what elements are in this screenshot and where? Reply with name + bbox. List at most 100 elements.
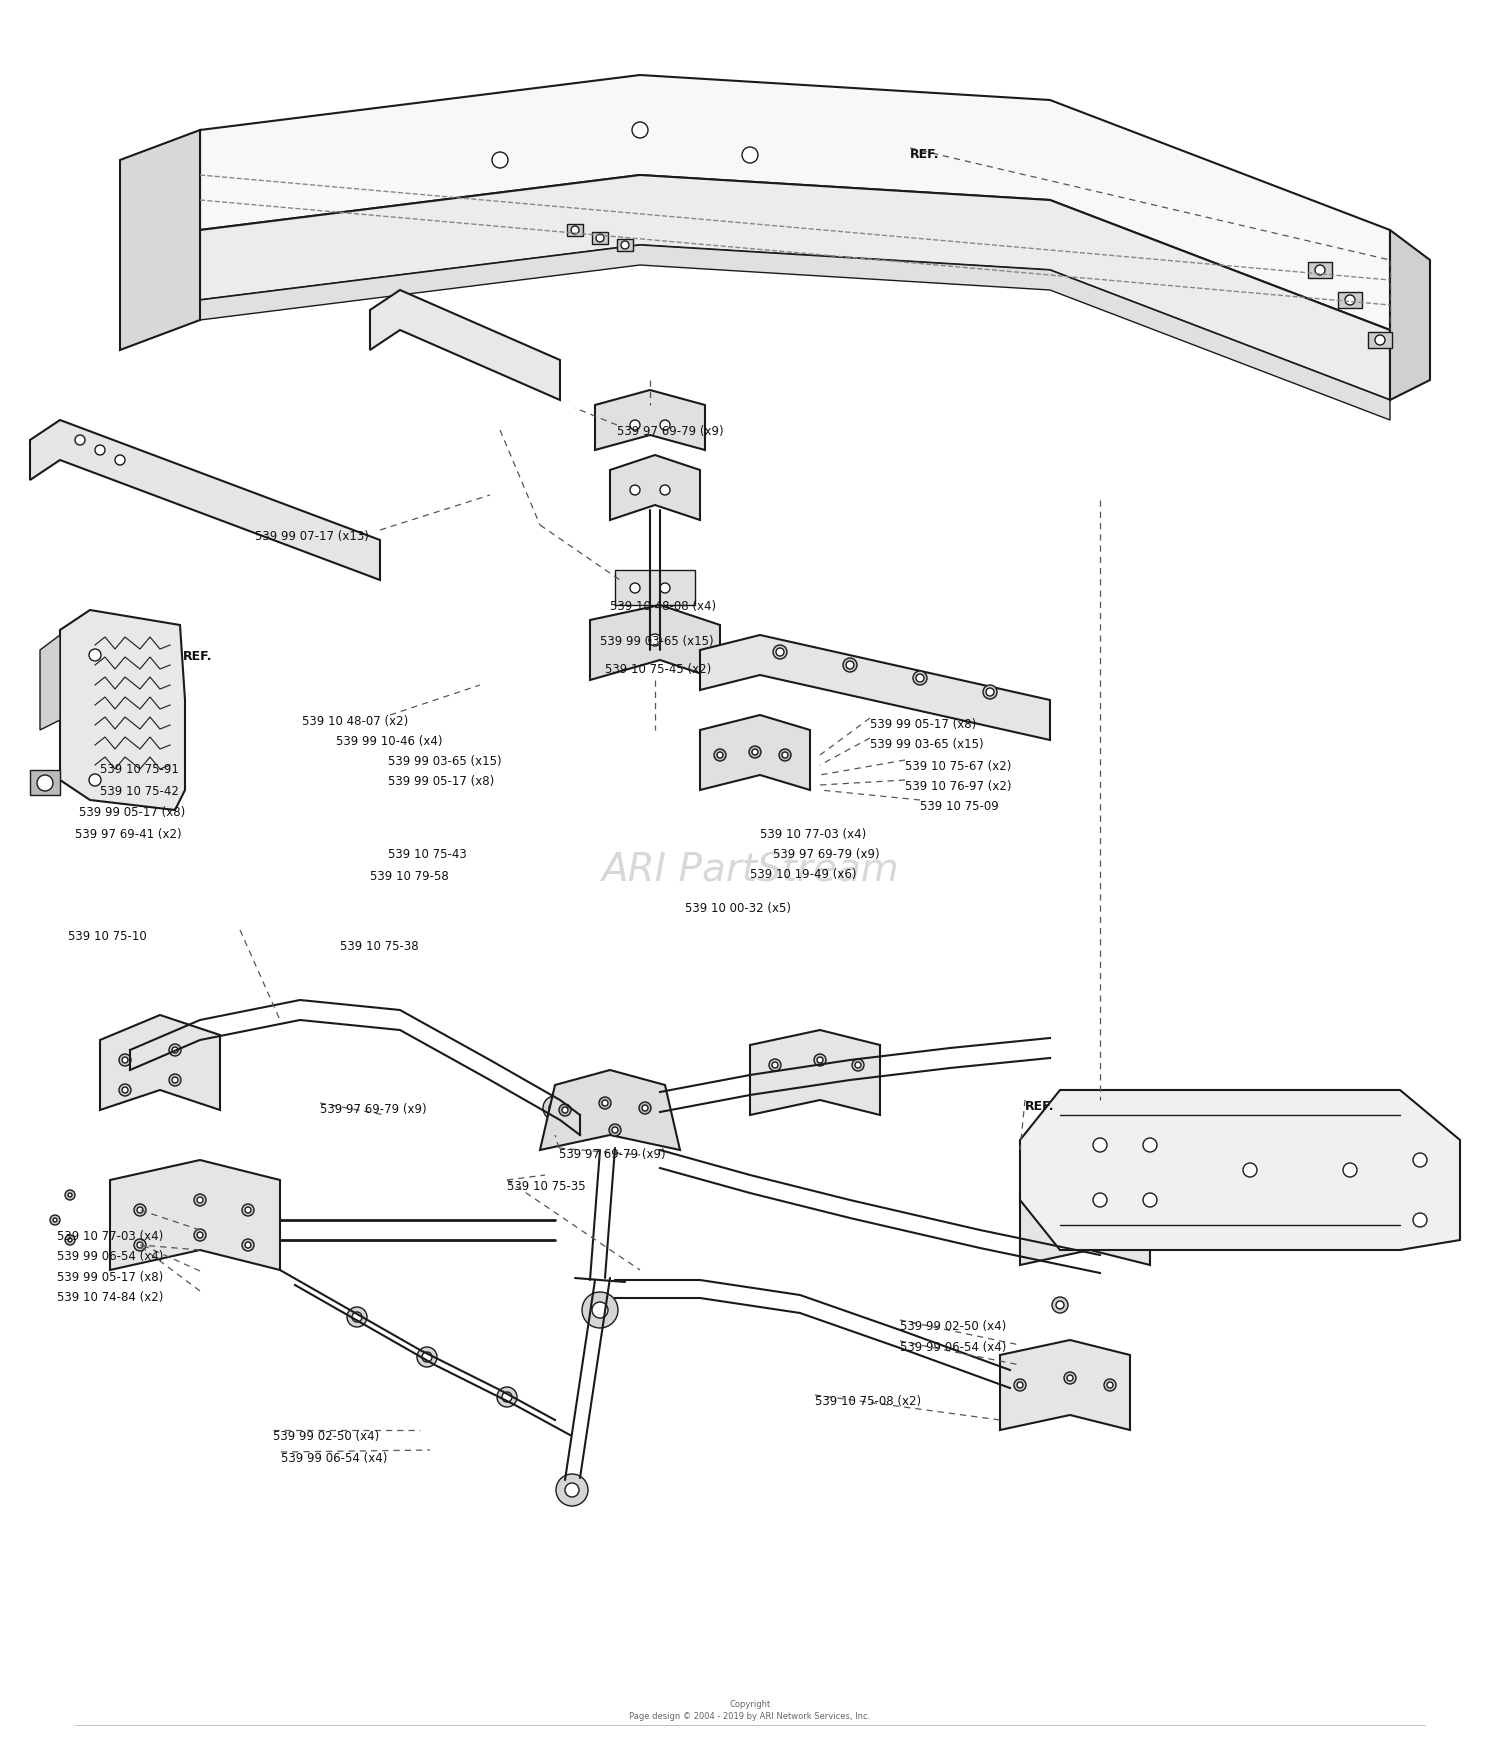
Circle shape [1244, 1164, 1257, 1178]
Circle shape [1413, 1212, 1426, 1226]
Circle shape [244, 1242, 250, 1247]
Text: 539 10 74-84 (x2): 539 10 74-84 (x2) [57, 1291, 164, 1304]
Bar [592, 233, 608, 243]
Circle shape [1056, 1301, 1064, 1310]
Circle shape [1124, 1209, 1136, 1221]
Circle shape [122, 1087, 128, 1093]
Polygon shape [590, 604, 720, 679]
Polygon shape [200, 245, 1390, 420]
Circle shape [982, 684, 998, 698]
Circle shape [1066, 1376, 1072, 1381]
Polygon shape [700, 716, 810, 790]
Text: 539 10 48-07 (x2): 539 10 48-07 (x2) [302, 716, 408, 728]
Text: 539 10 75-67 (x2): 539 10 75-67 (x2) [904, 761, 1011, 773]
Text: 539 99 03-65 (x15): 539 99 03-65 (x15) [388, 756, 501, 768]
Polygon shape [100, 1014, 220, 1110]
Circle shape [562, 1106, 568, 1113]
Text: 539 97 69-79 (x9): 539 97 69-79 (x9) [320, 1103, 426, 1115]
Circle shape [1094, 1193, 1107, 1207]
Circle shape [843, 658, 856, 672]
Bar [616, 240, 633, 252]
Bar [615, 570, 695, 604]
Circle shape [1143, 1138, 1156, 1152]
Circle shape [1014, 1379, 1026, 1391]
Text: 539 99 06-54 (x4): 539 99 06-54 (x4) [900, 1341, 1007, 1355]
Circle shape [660, 420, 670, 431]
Circle shape [116, 455, 124, 466]
Circle shape [417, 1346, 436, 1367]
Circle shape [242, 1238, 254, 1251]
Circle shape [346, 1306, 368, 1327]
Circle shape [1107, 1383, 1113, 1388]
Bar [567, 224, 584, 236]
Text: 539 10 75-38: 539 10 75-38 [340, 940, 418, 954]
Circle shape [1104, 1379, 1116, 1391]
Circle shape [714, 749, 726, 761]
Text: 539 10 48-08 (x4): 539 10 48-08 (x4) [610, 599, 716, 613]
Circle shape [1084, 1204, 1096, 1216]
Circle shape [914, 670, 927, 684]
Circle shape [639, 1101, 651, 1113]
Circle shape [196, 1232, 202, 1238]
Circle shape [660, 584, 670, 592]
Circle shape [88, 775, 101, 787]
Circle shape [194, 1193, 206, 1205]
Polygon shape [1020, 1091, 1460, 1251]
Circle shape [196, 1197, 202, 1204]
Circle shape [134, 1204, 146, 1216]
Circle shape [986, 688, 994, 697]
Circle shape [776, 648, 784, 657]
Text: 539 10 75-35: 539 10 75-35 [507, 1179, 585, 1193]
Circle shape [852, 1060, 864, 1072]
Text: 539 10 79-58: 539 10 79-58 [370, 870, 448, 882]
Polygon shape [750, 1030, 880, 1115]
Polygon shape [540, 1070, 680, 1150]
Circle shape [630, 485, 640, 495]
Circle shape [1017, 1383, 1023, 1388]
Circle shape [572, 226, 579, 234]
Text: 539 99 06-54 (x4): 539 99 06-54 (x4) [57, 1251, 164, 1263]
Text: 539 99 05-17 (x8): 539 99 05-17 (x8) [80, 806, 186, 820]
Circle shape [50, 1214, 60, 1225]
Polygon shape [1020, 1174, 1150, 1265]
Text: 539 10 75-91: 539 10 75-91 [100, 763, 178, 776]
Text: 539 99 03-65 (x15): 539 99 03-65 (x15) [600, 636, 714, 648]
Circle shape [244, 1207, 250, 1212]
Polygon shape [1000, 1339, 1130, 1430]
Circle shape [68, 1193, 72, 1197]
Text: 539 99 10-46 (x4): 539 99 10-46 (x4) [336, 735, 442, 749]
Circle shape [566, 1483, 579, 1497]
Circle shape [717, 752, 723, 757]
Text: 539 97 69-41 (x2): 539 97 69-41 (x2) [75, 829, 182, 841]
Text: Page design © 2004 - 2019 by ARI Network Services, Inc.: Page design © 2004 - 2019 by ARI Network… [630, 1713, 870, 1721]
Bar [1308, 262, 1332, 278]
Circle shape [194, 1230, 206, 1240]
Circle shape [242, 1204, 254, 1216]
Circle shape [612, 1127, 618, 1133]
Text: ARI PartStream: ARI PartStream [602, 851, 898, 889]
Circle shape [1342, 1164, 1358, 1178]
Text: Copyright: Copyright [729, 1701, 771, 1709]
Circle shape [630, 584, 640, 592]
Polygon shape [110, 1160, 280, 1270]
Circle shape [94, 445, 105, 455]
Circle shape [818, 1058, 824, 1063]
Text: 539 99 07-17 (x13): 539 99 07-17 (x13) [255, 530, 369, 544]
Text: 539 10 76-97 (x2): 539 10 76-97 (x2) [904, 780, 1011, 794]
Bar [30, 769, 60, 796]
Text: 539 97 69-79 (x9): 539 97 69-79 (x9) [560, 1148, 666, 1160]
Circle shape [1316, 266, 1324, 274]
Text: REF.: REF. [910, 148, 939, 162]
Circle shape [609, 1124, 621, 1136]
Circle shape [136, 1207, 142, 1212]
Circle shape [596, 234, 604, 241]
Circle shape [64, 1190, 75, 1200]
Polygon shape [30, 420, 380, 580]
Circle shape [556, 1475, 588, 1506]
Polygon shape [40, 636, 60, 730]
Circle shape [650, 634, 662, 646]
Polygon shape [610, 455, 701, 519]
Circle shape [170, 1044, 182, 1056]
Text: 539 10 75-09: 539 10 75-09 [920, 801, 999, 813]
Text: 539 99 05-17 (x8): 539 99 05-17 (x8) [388, 775, 495, 789]
